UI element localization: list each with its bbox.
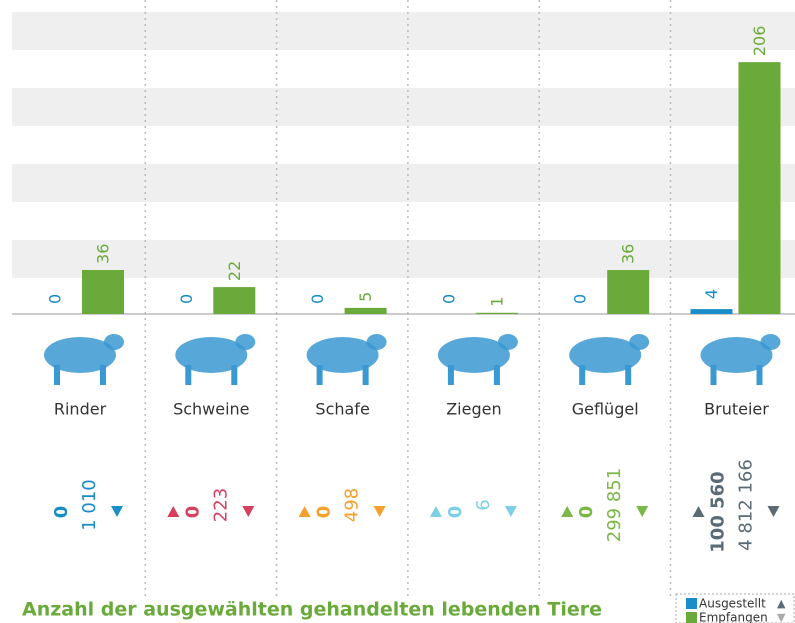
- stripe: [12, 88, 795, 126]
- stripe: [12, 240, 795, 278]
- received-marker: [505, 506, 517, 517]
- issued-total: 0: [51, 506, 72, 519]
- value-label: 0: [439, 294, 458, 304]
- received-marker: [768, 506, 780, 517]
- category-label: Schafe: [315, 400, 369, 419]
- issued-total: 0: [314, 506, 335, 519]
- issued-total: 0: [576, 506, 597, 519]
- value-label: 36: [619, 244, 638, 264]
- animal-icon-head: [761, 334, 781, 350]
- received-total: 498: [342, 488, 363, 522]
- received-total: 299 851: [604, 468, 625, 542]
- bar: [345, 308, 387, 314]
- bar: [607, 270, 649, 314]
- received-total: 4 812 166: [736, 459, 757, 551]
- value-label: 36: [94, 244, 113, 264]
- bar: [691, 309, 733, 314]
- animal-icon-head: [629, 334, 649, 350]
- stripe: [12, 164, 795, 202]
- value-label: 1: [487, 297, 506, 307]
- received-marker: [111, 506, 123, 517]
- legend-symbol: ▼: [777, 611, 786, 623]
- received-marker: [242, 506, 254, 517]
- legend-swatch: [686, 598, 697, 609]
- animal-icon-head: [367, 334, 387, 350]
- category-label: Rinder: [54, 400, 107, 419]
- animal-icon-leg: [757, 365, 763, 385]
- animal-icon-head: [235, 334, 255, 350]
- received-marker: [636, 506, 648, 517]
- issued-marker: [430, 506, 442, 517]
- category-label: Schweine: [173, 400, 249, 419]
- issued-total: 0: [445, 506, 466, 519]
- legend-label: Ausgestellt: [699, 597, 766, 611]
- background-stripes: [12, 12, 795, 278]
- value-label: 206: [750, 26, 769, 57]
- animal-icon-leg: [711, 365, 717, 385]
- bar: [213, 287, 255, 314]
- chart: Anzahl der ausgewählten gehandelten lebe…: [0, 0, 795, 623]
- value-label: 22: [225, 261, 244, 281]
- received-marker: [374, 506, 386, 517]
- animal-icon-head: [498, 334, 518, 350]
- animal-icon-leg: [579, 365, 585, 385]
- bar: [476, 313, 518, 314]
- animal-icon-leg: [185, 365, 191, 385]
- bar: [82, 270, 124, 314]
- category-label: Bruteier: [704, 400, 769, 419]
- value-label: 0: [46, 294, 65, 304]
- animal-icon-leg: [317, 365, 323, 385]
- issued-marker: [299, 506, 311, 517]
- issued-total: 0: [182, 506, 203, 519]
- value-label: 0: [177, 294, 196, 304]
- animal-icon-head: [104, 334, 124, 350]
- value-label: 0: [571, 294, 590, 304]
- received-total: 223: [210, 488, 231, 522]
- legend-symbol: ▲: [777, 597, 786, 610]
- received-total: 1 010: [79, 479, 100, 531]
- bar: [739, 62, 781, 314]
- value-label: 4: [702, 289, 721, 299]
- received-total: 6: [473, 499, 494, 510]
- legend-swatch: [686, 612, 697, 623]
- animal-icon-leg: [100, 365, 106, 385]
- chart-title: Anzahl der ausgewählten gehandelten lebe…: [22, 599, 602, 621]
- issued-marker: [167, 506, 179, 517]
- issued-marker: [693, 506, 705, 517]
- issued-total: 100 560: [708, 471, 729, 552]
- animal-icon-leg: [363, 365, 369, 385]
- issued-marker: [561, 506, 573, 517]
- animal-icon-leg: [625, 365, 631, 385]
- animal-icon-leg: [494, 365, 500, 385]
- animal-icon-leg: [448, 365, 454, 385]
- animal-icon-leg: [231, 365, 237, 385]
- category-label: Ziegen: [446, 400, 501, 419]
- value-label: 0: [308, 294, 327, 304]
- animal-icon-leg: [54, 365, 60, 385]
- value-label: 5: [356, 292, 375, 302]
- stripe: [12, 12, 795, 50]
- category-label: Geflügel: [572, 400, 639, 419]
- legend-label: Empfangen: [699, 611, 768, 623]
